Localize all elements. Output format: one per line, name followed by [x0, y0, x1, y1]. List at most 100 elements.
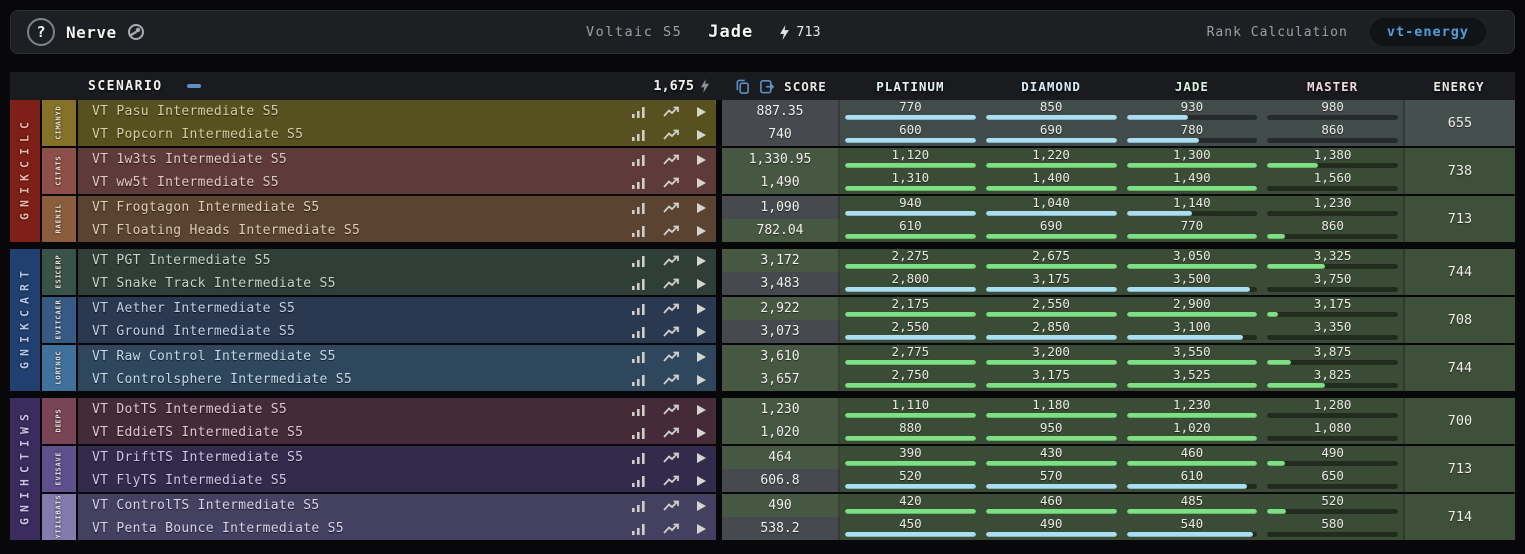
play-button[interactable]	[697, 106, 706, 117]
scenario-row[interactable]: VT Controlsphere Intermediate S5	[78, 368, 716, 391]
threshold-value: 3,350	[1313, 319, 1352, 334]
scenario-row[interactable]: VT EddieTS Intermediate S5	[78, 421, 716, 444]
threshold-value: 1,400	[1032, 170, 1070, 185]
play-button[interactable]	[697, 202, 706, 213]
scenario-row[interactable]: VT DotTS Intermediate S5	[78, 398, 716, 421]
season-summary: Voltaic S5 Jade 713	[586, 11, 821, 53]
bar-chart-icon[interactable]	[632, 202, 646, 214]
scenario-row[interactable]: VT Floating Heads Intermediate S5	[78, 219, 716, 242]
play-button[interactable]	[697, 255, 706, 266]
play-button[interactable]	[697, 351, 706, 362]
energy-cell: 713	[1403, 196, 1515, 242]
scenario-row[interactable]: VT Raw Control Intermediate S5	[78, 345, 716, 368]
trend-icon[interactable]	[663, 255, 680, 267]
rank-progress-track	[845, 461, 976, 466]
trend-icon[interactable]	[663, 129, 680, 141]
energy-cell: 738	[1403, 148, 1515, 194]
play-button[interactable]	[697, 523, 706, 534]
threshold-jade: 1,300	[1122, 148, 1263, 171]
help-button[interactable]: ?	[27, 18, 55, 46]
trend-icon[interactable]	[663, 404, 680, 416]
score-cell: 3,610	[722, 345, 840, 368]
trend-icon[interactable]	[663, 303, 680, 315]
bar-chart-icon[interactable]	[632, 452, 646, 464]
trend-icon[interactable]	[663, 278, 680, 290]
threshold-value: 2,750	[891, 367, 930, 382]
trend-icon[interactable]	[663, 374, 680, 386]
play-button[interactable]	[697, 374, 706, 385]
play-button[interactable]	[697, 177, 706, 188]
scenario-row[interactable]: VT PGT Intermediate S5	[78, 249, 716, 272]
rank-progress-track	[1267, 360, 1398, 365]
threshold-diamond: 2,675	[981, 249, 1122, 272]
play-button[interactable]	[697, 225, 706, 236]
bar-chart-icon[interactable]	[632, 326, 646, 338]
bar-chart-icon[interactable]	[632, 177, 646, 189]
bar-chart-icon[interactable]	[632, 278, 646, 290]
bar-chart-icon[interactable]	[632, 427, 646, 439]
play-button[interactable]	[697, 427, 706, 438]
bar-chart-icon[interactable]	[632, 129, 646, 141]
play-button[interactable]	[697, 326, 706, 337]
threshold-value: 1,490	[1173, 170, 1211, 185]
play-button[interactable]	[697, 452, 706, 463]
play-button[interactable]	[697, 500, 706, 511]
brand-title[interactable]: Nerve	[66, 22, 117, 42]
bar-chart-icon[interactable]	[632, 106, 646, 118]
copy-icon[interactable]	[735, 78, 750, 95]
scenario-row[interactable]: VT Penta Bounce Intermediate S5	[78, 517, 716, 540]
scenario-row[interactable]: VT ControlTS Intermediate S5	[78, 494, 716, 517]
scenario-row[interactable]: VT 1w3ts Intermediate S5	[78, 148, 716, 171]
bar-chart-icon[interactable]	[632, 351, 646, 363]
trend-icon[interactable]	[663, 225, 680, 237]
scenario-row[interactable]: VT Pasu Intermediate S5	[78, 100, 716, 123]
scenario-row[interactable]: VT FlyTS Intermediate S5	[78, 469, 716, 492]
scenario-name: VT Floating Heads Intermediate S5	[92, 223, 361, 238]
play-button[interactable]	[697, 154, 706, 165]
play-button[interactable]	[697, 129, 706, 140]
bar-chart-icon[interactable]	[632, 475, 646, 487]
play-button[interactable]	[697, 278, 706, 289]
threshold-diamond: 430	[981, 446, 1122, 469]
trend-icon[interactable]	[663, 523, 680, 535]
trend-icon[interactable]	[663, 351, 680, 363]
export-clipboard-icon[interactable]	[759, 78, 775, 95]
steam-icon[interactable]	[127, 24, 144, 40]
bar-chart-icon[interactable]	[632, 374, 646, 386]
bar-chart-icon[interactable]	[632, 523, 646, 535]
bar-chart-icon[interactable]	[632, 404, 646, 416]
scenario-row[interactable]: VT Frogtagon Intermediate S5	[78, 196, 716, 219]
trend-icon[interactable]	[663, 452, 680, 464]
trend-icon[interactable]	[663, 326, 680, 338]
play-button[interactable]	[697, 475, 706, 486]
rank-calc-toggle[interactable]: vt-energy	[1369, 18, 1486, 46]
trend-icon[interactable]	[663, 202, 680, 214]
scenario-row[interactable]: VT ww5t Intermediate S5	[78, 171, 716, 194]
bar-chart-icon[interactable]	[632, 500, 646, 512]
trend-icon[interactable]	[663, 427, 680, 439]
trend-icon[interactable]	[663, 177, 680, 189]
trend-icon[interactable]	[663, 500, 680, 512]
bar-chart-icon[interactable]	[632, 154, 646, 166]
bar-chart-icon[interactable]	[632, 255, 646, 267]
threshold-master: 860	[1262, 123, 1403, 146]
collapse-icon[interactable]	[186, 84, 201, 88]
threshold-master: 490	[1262, 446, 1403, 469]
bar-chart-icon[interactable]	[632, 225, 646, 237]
trend-icon[interactable]	[663, 106, 680, 118]
scenario-row[interactable]: VT Aether Intermediate S5	[78, 297, 716, 320]
threshold-value: 490	[1039, 516, 1063, 531]
scenario-row[interactable]: VT Ground Intermediate S5	[78, 320, 716, 343]
scenario-row[interactable]: VT DriftTS Intermediate S5	[78, 446, 716, 469]
scenario-name: VT EddieTS Intermediate S5	[92, 425, 304, 440]
trend-icon[interactable]	[663, 154, 680, 166]
play-button[interactable]	[697, 404, 706, 415]
scenario-row[interactable]: VT Popcorn Intermediate S5	[78, 123, 716, 146]
trend-icon[interactable]	[663, 475, 680, 487]
threshold-diamond: 3,200	[981, 345, 1122, 368]
play-button[interactable]	[697, 303, 706, 314]
bar-chart-icon[interactable]	[632, 303, 646, 315]
rank-progress-track	[1126, 335, 1258, 340]
scenario-row[interactable]: VT Snake Track Intermediate S5	[78, 272, 716, 295]
